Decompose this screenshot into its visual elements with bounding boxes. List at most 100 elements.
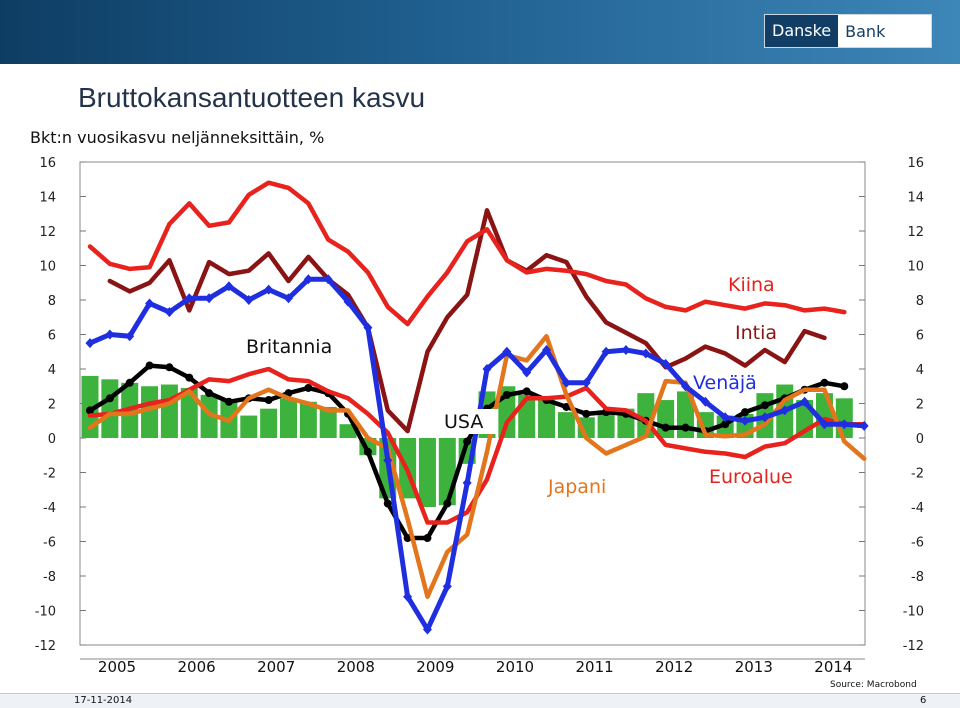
- usa-label-bg: [440, 409, 498, 434]
- y-tick-label-right: 6: [916, 329, 924, 344]
- y-tick-label-right: -2: [911, 467, 924, 482]
- bar: [418, 438, 436, 507]
- y-tick-label-right: -4: [911, 501, 924, 516]
- y-tick-label-left: 8: [48, 294, 56, 309]
- point-usa: [105, 394, 114, 403]
- y-tick-label-left: -10: [35, 605, 56, 620]
- page-number: 6: [920, 695, 927, 706]
- bar: [141, 386, 159, 438]
- bar: [280, 398, 297, 438]
- point-usa: [205, 389, 214, 398]
- point-venajä: [462, 477, 472, 488]
- point-usa: [264, 396, 273, 405]
- bar: [557, 412, 575, 438]
- point-venajä: [264, 284, 274, 295]
- annotation-kiina: Kiina: [728, 274, 775, 296]
- point-venajä: [145, 298, 155, 309]
- bar: [339, 424, 357, 438]
- point-usa: [224, 397, 233, 406]
- bar: [299, 401, 317, 438]
- point-usa: [443, 499, 452, 508]
- bar: [180, 387, 198, 438]
- annotation-usa: USA: [444, 411, 483, 433]
- y-tick-label-left: 10: [39, 260, 56, 275]
- bar: [538, 400, 556, 438]
- x-tick-label: 2007: [257, 658, 295, 676]
- point-usa: [522, 387, 531, 396]
- x-tick-label: 2013: [735, 658, 773, 676]
- point-venajä: [839, 419, 849, 430]
- point-venajä: [542, 345, 552, 356]
- bar: [597, 410, 615, 438]
- x-tick-label: 2009: [416, 658, 454, 676]
- point-usa: [463, 437, 472, 446]
- logo-word-bank: Bank: [845, 21, 886, 41]
- point-venajä: [244, 295, 254, 305]
- point-venajä: [303, 274, 313, 285]
- x-tick-label: 2011: [576, 658, 614, 676]
- x-tick-label: 2012: [655, 658, 693, 676]
- point-venajä: [383, 455, 393, 466]
- point-usa: [502, 390, 511, 399]
- point-usa: [582, 409, 591, 418]
- point-venajä: [819, 419, 829, 430]
- point-venajä: [343, 296, 353, 307]
- y-tick-label-left: 0: [48, 432, 56, 447]
- annotation-euroalue: Euroalue: [709, 466, 793, 488]
- annotation-venajä: Venäjä: [693, 372, 757, 394]
- point-usa: [721, 420, 730, 429]
- y-tick-label-left: -4: [43, 501, 56, 516]
- point-usa: [363, 447, 372, 456]
- point-venajä: [164, 307, 174, 318]
- y-tick-label-left: -8: [43, 570, 56, 585]
- annotation-intia: Intia: [735, 322, 777, 344]
- annotation-britannia: Britannia: [246, 336, 332, 358]
- point-usa: [304, 383, 313, 392]
- point-venajä: [125, 331, 135, 342]
- y-tick-label-right: 8: [916, 294, 924, 309]
- point-venajä: [859, 420, 869, 431]
- point-venajä: [780, 405, 790, 416]
- point-venajä: [403, 591, 413, 602]
- point-venajä: [184, 293, 194, 304]
- y-tick-label-right: 0: [916, 432, 924, 447]
- y-tick-label-left: 16: [39, 156, 56, 171]
- y-tick-label-right: 12: [907, 225, 924, 240]
- y-tick-label-right: 10: [907, 260, 924, 275]
- point-venajä: [363, 322, 373, 333]
- y-tick-label-right: -10: [903, 605, 924, 620]
- point-venajä: [621, 345, 631, 356]
- y-tick-label-right: -6: [911, 536, 924, 551]
- point-usa: [86, 406, 94, 415]
- point-venajä: [502, 346, 512, 357]
- point-usa: [741, 408, 750, 417]
- point-venajä: [522, 367, 532, 378]
- point-usa: [661, 423, 670, 432]
- footer-bar: [0, 693, 960, 708]
- point-venajä: [720, 412, 730, 423]
- y-tick-label-left: -6: [43, 536, 56, 551]
- annotation-japani: Japani: [547, 476, 606, 498]
- series-line-japani: [87, 333, 867, 599]
- bar: [200, 394, 218, 438]
- y-tick-label-left: 14: [39, 191, 56, 206]
- point-venajä: [482, 364, 492, 374]
- point-usa: [681, 423, 690, 432]
- point-venajä: [641, 348, 651, 359]
- bar: [657, 400, 675, 438]
- point-venajä: [284, 293, 293, 304]
- y-tick-label-left: 12: [39, 225, 56, 240]
- y-tick-label-right: 16: [907, 156, 924, 171]
- y-tick-label-left: 4: [48, 363, 56, 378]
- x-tick-label: 2010: [496, 658, 534, 676]
- point-usa: [165, 363, 174, 372]
- x-tick-label: 2005: [98, 658, 136, 676]
- y-tick-label-right: -12: [903, 639, 924, 654]
- point-usa: [185, 373, 194, 382]
- point-venajä: [204, 293, 214, 304]
- point-venajä: [661, 358, 671, 369]
- x-tick-label: 2008: [337, 658, 375, 676]
- y-tick-label-right: 14: [907, 191, 924, 206]
- point-venajä: [800, 396, 810, 407]
- point-usa: [562, 402, 571, 411]
